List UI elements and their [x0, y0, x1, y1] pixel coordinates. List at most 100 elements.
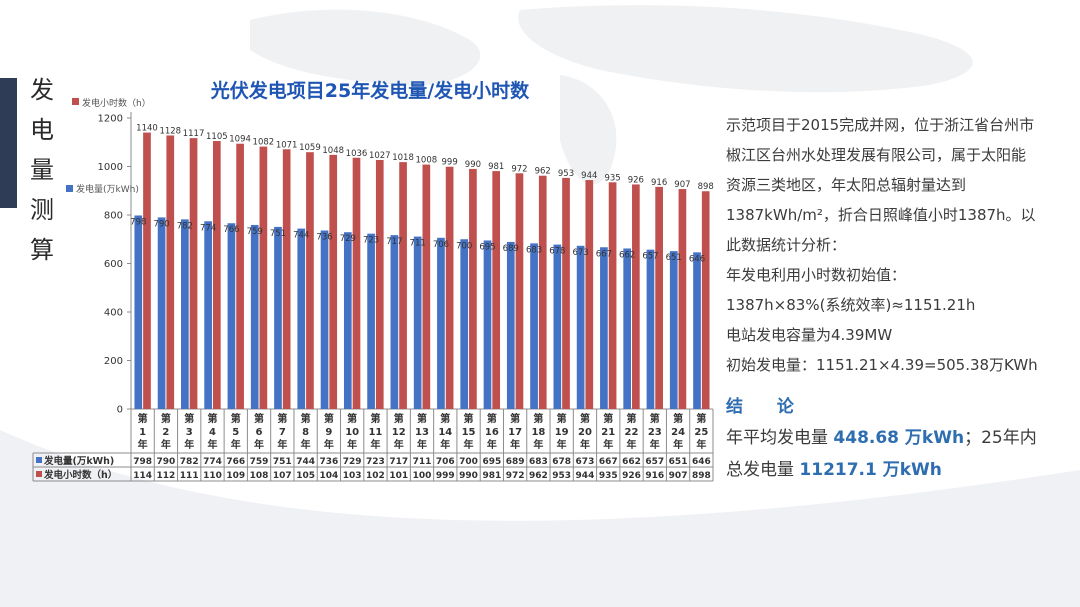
table-cell: 774: [203, 457, 222, 467]
table-cell: 109: [226, 471, 245, 481]
category-label: 年: [138, 438, 148, 451]
conclusion-heading: 结 论: [726, 397, 808, 417]
category-label: 4: [209, 427, 216, 438]
table-cell: 990: [459, 471, 478, 481]
category-label: 年: [487, 438, 497, 451]
data-label-energy: 695: [479, 242, 495, 252]
data-label-hours: 1082: [253, 138, 275, 148]
category-label: 年: [696, 438, 706, 451]
category-label: 第: [696, 412, 706, 425]
category-label: 21: [601, 427, 615, 438]
category-label: 3: [186, 427, 193, 438]
conclusion-value: 11217.1 万kWh: [799, 460, 942, 480]
data-label-hours: 1140: [136, 124, 158, 134]
data-label-energy: 662: [619, 250, 635, 260]
bar-hours: [469, 168, 477, 409]
side-accent-bar: [0, 78, 17, 208]
category-label: 16: [485, 427, 499, 438]
conclusion-line-2: 总发电量 11217.1 万kWh: [726, 454, 1061, 486]
bar-energy: [367, 233, 375, 409]
data-label-energy: 736: [316, 233, 332, 243]
category-label: 年: [533, 438, 543, 451]
data-label-energy: 700: [456, 241, 472, 251]
table-cell: 678: [552, 457, 571, 467]
table-cell: 711: [413, 457, 432, 467]
data-label-hours: 1071: [276, 140, 298, 150]
legend-swatch-energy: [66, 185, 73, 192]
table-cell: 723: [366, 457, 385, 467]
category-label: 7: [279, 427, 286, 438]
table-cell: 999: [436, 471, 455, 481]
conclusion-text: 总发电量: [726, 460, 800, 480]
category-label: 6: [256, 427, 263, 438]
data-label-hours: 1048: [322, 146, 344, 156]
conclusion-line-1: 年平均发电量 448.68 万kWh；25年内: [726, 422, 1061, 454]
table-cell: 646: [692, 457, 711, 467]
bar-energy: [320, 230, 329, 409]
conclusion-value: 448.68 万kWh: [833, 428, 965, 448]
legend-label-hours: 发电小时数（h）: [82, 97, 151, 109]
bar-hours: [608, 182, 617, 409]
category-label: 年: [207, 438, 217, 451]
table-cell: 766: [226, 457, 245, 467]
description-line: 初始发电量：1151.21×4.39=505.38万KWh: [726, 356, 1038, 374]
category-label: 年: [464, 438, 474, 451]
data-label-energy: 790: [153, 219, 169, 229]
data-label-energy: 766: [223, 225, 239, 235]
right-panel: 示范项目于2015完成并网，位于浙江省台州市 椒江区台州水处理发展有限公司，属于…: [726, 110, 1061, 486]
table-cell: 972: [506, 471, 525, 481]
category-label: 12: [392, 427, 406, 438]
bar-energy: [576, 245, 585, 409]
side-title-char: 发: [30, 76, 54, 104]
data-label-energy: 646: [689, 254, 705, 264]
table-cell: 104: [319, 471, 338, 481]
bar-hours: [306, 152, 314, 409]
category-label: 年: [231, 438, 241, 451]
category-label: 第: [580, 412, 590, 425]
category-label: 第: [533, 412, 543, 425]
description-line: 年发电利用小时数初始值：: [726, 266, 907, 284]
category-label: 25: [694, 427, 708, 438]
table-cell: 100: [413, 471, 432, 481]
data-label-energy: 782: [177, 221, 193, 231]
y-tick-label: 600: [104, 259, 123, 270]
bar-energy: [227, 223, 236, 409]
category-label: 第: [603, 412, 613, 425]
bar-hours: [515, 173, 524, 409]
category-label: 年: [580, 438, 590, 451]
category-label: 年: [557, 438, 567, 451]
data-label-hours: 916: [651, 178, 667, 188]
category-label: 年: [673, 438, 683, 451]
category-label: 年: [370, 438, 380, 451]
bar-hours: [538, 175, 547, 409]
bar-energy: [646, 249, 655, 409]
data-label-hours: 953: [558, 169, 574, 179]
bar-energy: [530, 243, 538, 409]
bar-hours: [189, 138, 198, 409]
bar-hours: [212, 141, 221, 409]
bar-hours: [166, 135, 175, 409]
table-cell: 105: [296, 471, 315, 481]
table-cell: 689: [506, 457, 525, 467]
description-line: 1387kWh/m²，折合日照峰值小时1387h。以: [726, 206, 1036, 224]
category-label: 8: [302, 427, 309, 438]
category-label: 年: [440, 438, 450, 451]
table-cell: 107: [273, 471, 292, 481]
bar-energy: [250, 224, 259, 409]
table-cell: 717: [389, 457, 408, 467]
category-label: 第: [464, 412, 474, 425]
data-label-energy: 751: [270, 229, 286, 239]
side-title-char: 电: [30, 116, 54, 144]
table-cell: 103: [343, 471, 362, 481]
data-label-hours: 1094: [229, 135, 251, 145]
bar-energy: [483, 240, 492, 409]
category-label: 5: [232, 427, 239, 438]
category-label: 第: [184, 412, 194, 425]
table-cell: 916: [645, 471, 664, 481]
table-cell: 926: [622, 471, 641, 481]
data-label-hours: 1036: [346, 149, 368, 159]
table-cell: 108: [250, 471, 269, 481]
bar-energy: [437, 237, 445, 409]
table-cell: 782: [180, 457, 199, 467]
category-label: 14: [438, 427, 452, 438]
